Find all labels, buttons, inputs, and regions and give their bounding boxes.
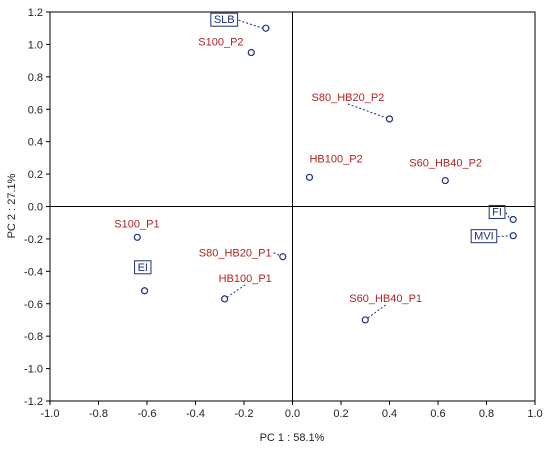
y-tick-label: 0.6 [28,104,43,116]
x-axis-ticks: -1.0 -0.8 -0.6 -0.4 -0.2 0.0 0.2 0.4 0.6 0.8 1.0 [41,401,543,420]
x-tick-label: -0.2 [235,408,254,420]
sample-point [361,316,369,324]
variable-marker: SLB [210,12,270,32]
variable-point [140,287,149,295]
x-tick-label: -0.8 [89,408,108,420]
sample-point [133,233,141,241]
y-axis-title: PC 2 : 27.1% [6,173,18,238]
leader-line [505,212,511,220]
sample-point [279,253,287,261]
y-tick-label: -0.4 [24,266,43,278]
sample-point [441,176,449,185]
sample-point [385,115,394,123]
x-tick-label: -0.4 [186,408,205,420]
y-axis-ticks: -1.2 -1.0 -0.8 -0.6 -0.4 -0.2 0.0 0.2 0.4 0.6 0.8 1… [24,7,50,408]
y-tick-label: -1.0 [24,364,43,376]
sample-label: S60_HB40_P2 [409,158,482,170]
sample-label: S100_P1 [114,218,159,230]
variable-point [262,24,270,32]
label-leader-lines [224,103,390,321]
sample-label: S60_HB40_P1 [349,293,422,305]
variable-label: EI [138,262,148,274]
variable-point [509,232,517,240]
sample-point [247,48,255,57]
y-tick-label: 0.2 [28,169,43,181]
sample-label: HB100_P1 [219,273,272,285]
variable-label: MVI [474,231,494,243]
leader-line [347,103,390,120]
sample-label: S100_P2 [198,37,243,49]
sample-label: S80_HB20_P1 [199,248,272,260]
x-axis-title: PC 1 : 58.1% [260,432,325,444]
variable-marker: EI [134,260,152,295]
x-tick-label: 0.6 [430,408,445,420]
x-tick-label: 0.4 [382,408,397,420]
x-tick-label: 0.8 [479,408,494,420]
variable-label: SLB [214,14,235,26]
variable-point [509,215,517,224]
y-tick-label: 1.0 [28,39,43,51]
y-tick-label: -1.2 [24,396,43,408]
leader-line [497,235,511,238]
leader-line [224,284,246,300]
variable-label-box [488,204,506,219]
x-tick-label: 1.0 [527,408,542,420]
x-tick-label: 0.2 [333,408,348,420]
variable-points: SLB FI MVI EI [134,12,517,295]
y-tick-label: -0.2 [24,234,43,246]
variable-marker: FI [488,204,517,224]
variable-label-box [470,229,498,244]
y-tick-label: 1.2 [28,7,43,19]
sample-point [305,173,314,181]
variable-marker: MVI [470,229,517,244]
y-tick-label: -0.8 [24,331,43,343]
y-tick-label: 0.0 [28,202,43,214]
sample-points: S100_P2 S80_HB20_P2 HB100_P2 S60_HB40_P2 S10… [114,37,482,324]
y-tick-label: 0.8 [28,72,43,84]
x-tick-label: 0.0 [285,408,300,420]
variable-label: FI [492,206,502,218]
y-tick-label: -0.6 [24,299,43,311]
x-tick-label: -1.0 [41,408,60,420]
sample-label: HB100_P2 [309,153,362,165]
variable-label-box [210,12,239,27]
leader-line [364,304,386,321]
leader-line [238,19,263,29]
sample-point [221,295,229,303]
y-tick-label: 0.4 [28,137,43,149]
x-tick-label: -0.6 [138,408,157,420]
variable-label-box [134,260,152,275]
sample-label: S80_HB20_P2 [312,92,385,104]
